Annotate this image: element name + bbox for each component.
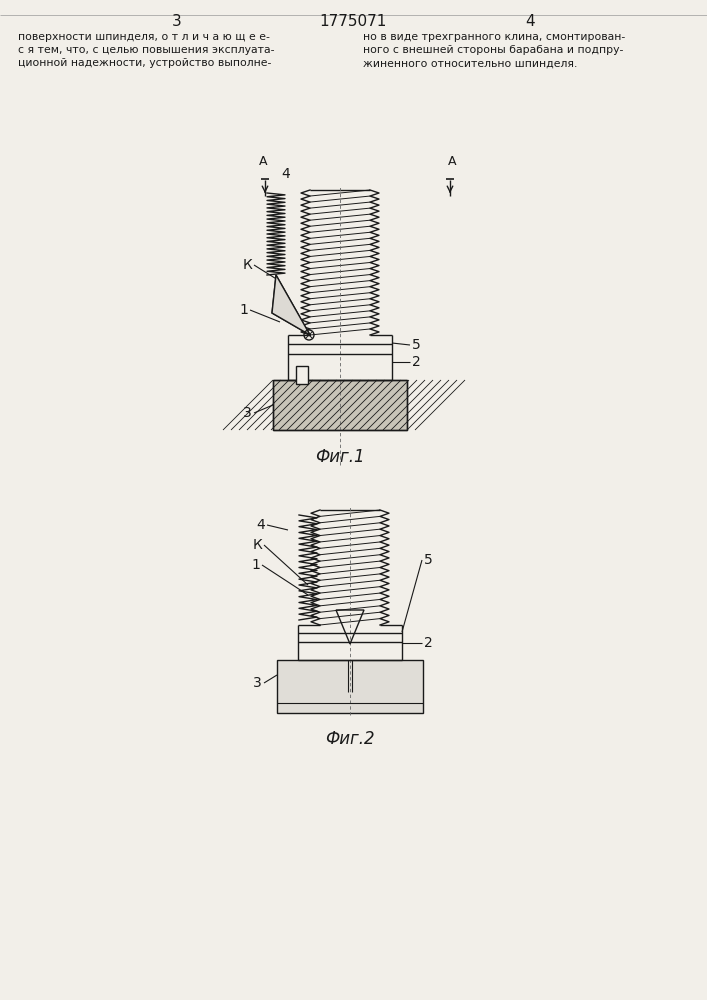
Text: но в виде трехгранного клина, смонтирован-
ного с внешней стороны барабана и под: но в виде трехгранного клина, смонтирова… — [363, 32, 625, 68]
Text: К: К — [243, 258, 252, 272]
Text: 1: 1 — [239, 303, 248, 317]
Text: 2: 2 — [412, 355, 421, 369]
Text: А: А — [448, 155, 456, 168]
Text: 3: 3 — [172, 14, 182, 29]
Text: 3: 3 — [243, 406, 252, 420]
Text: 4: 4 — [281, 167, 290, 181]
Text: Фиг.1: Фиг.1 — [315, 448, 365, 466]
Text: 4: 4 — [525, 14, 534, 29]
Bar — [273, 380, 407, 430]
Bar — [273, 380, 407, 430]
Text: А: А — [259, 155, 267, 168]
Text: 5: 5 — [424, 553, 433, 567]
Text: 1: 1 — [251, 558, 260, 572]
Bar — [296, 366, 308, 384]
Text: 4: 4 — [256, 518, 265, 532]
Polygon shape — [272, 275, 310, 335]
Text: 2: 2 — [424, 636, 433, 650]
Text: Фиг.2: Фиг.2 — [325, 730, 375, 748]
Text: поверхности шпинделя, о т л и ч а ю щ е е-
с я тем, что, с целью повышения экспл: поверхности шпинделя, о т л и ч а ю щ е … — [18, 32, 274, 68]
Bar — [277, 660, 423, 713]
Text: К: К — [252, 538, 262, 552]
Text: 3: 3 — [253, 676, 262, 690]
Text: 1775071: 1775071 — [320, 14, 387, 29]
Text: 5: 5 — [412, 338, 421, 352]
